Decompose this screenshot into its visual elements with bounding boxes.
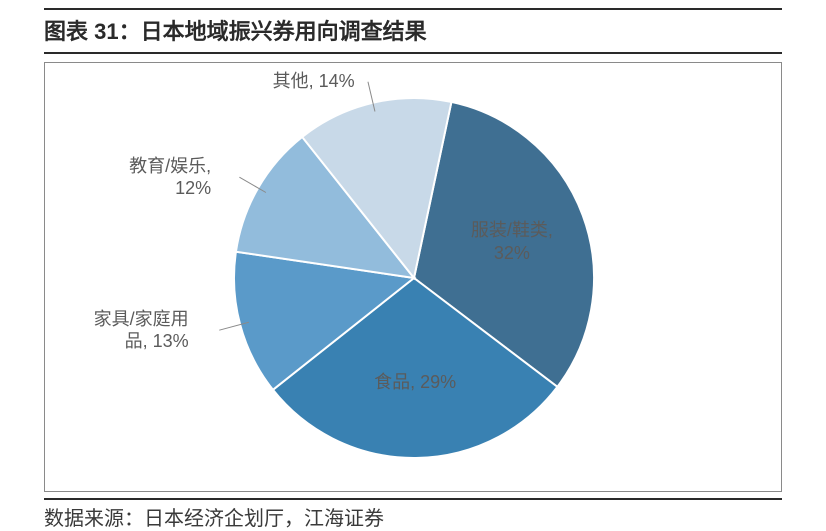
pie-label-4: 其他, 14% bbox=[273, 70, 355, 93]
figure-title: 图表 31：日本地域振兴券用向调查结果 bbox=[44, 8, 782, 54]
figure-page: 图表 31：日本地域振兴券用向调查结果 服装/鞋类,32% 食品, 29% 家具/家… bbox=[0, 0, 826, 531]
pie-label-3: 教育/娱乐,12% bbox=[129, 155, 211, 200]
pie-labels-layer: 服装/鞋类,32% 食品, 29% 家具/家庭用品, 13% 教育/娱乐,12% 其他,… bbox=[45, 63, 781, 491]
figure-source: 数据来源：日本经济企划厅，江海证券 bbox=[44, 498, 782, 531]
pie-label-2: 家具/家庭用品, 13% bbox=[94, 308, 189, 353]
pie-label-0: 服装/鞋类,32% bbox=[471, 219, 553, 264]
pie-label-1: 食品, 29% bbox=[374, 371, 456, 394]
chart-frame: 服装/鞋类,32% 食品, 29% 家具/家庭用品, 13% 教育/娱乐,12% 其他,… bbox=[44, 62, 782, 492]
